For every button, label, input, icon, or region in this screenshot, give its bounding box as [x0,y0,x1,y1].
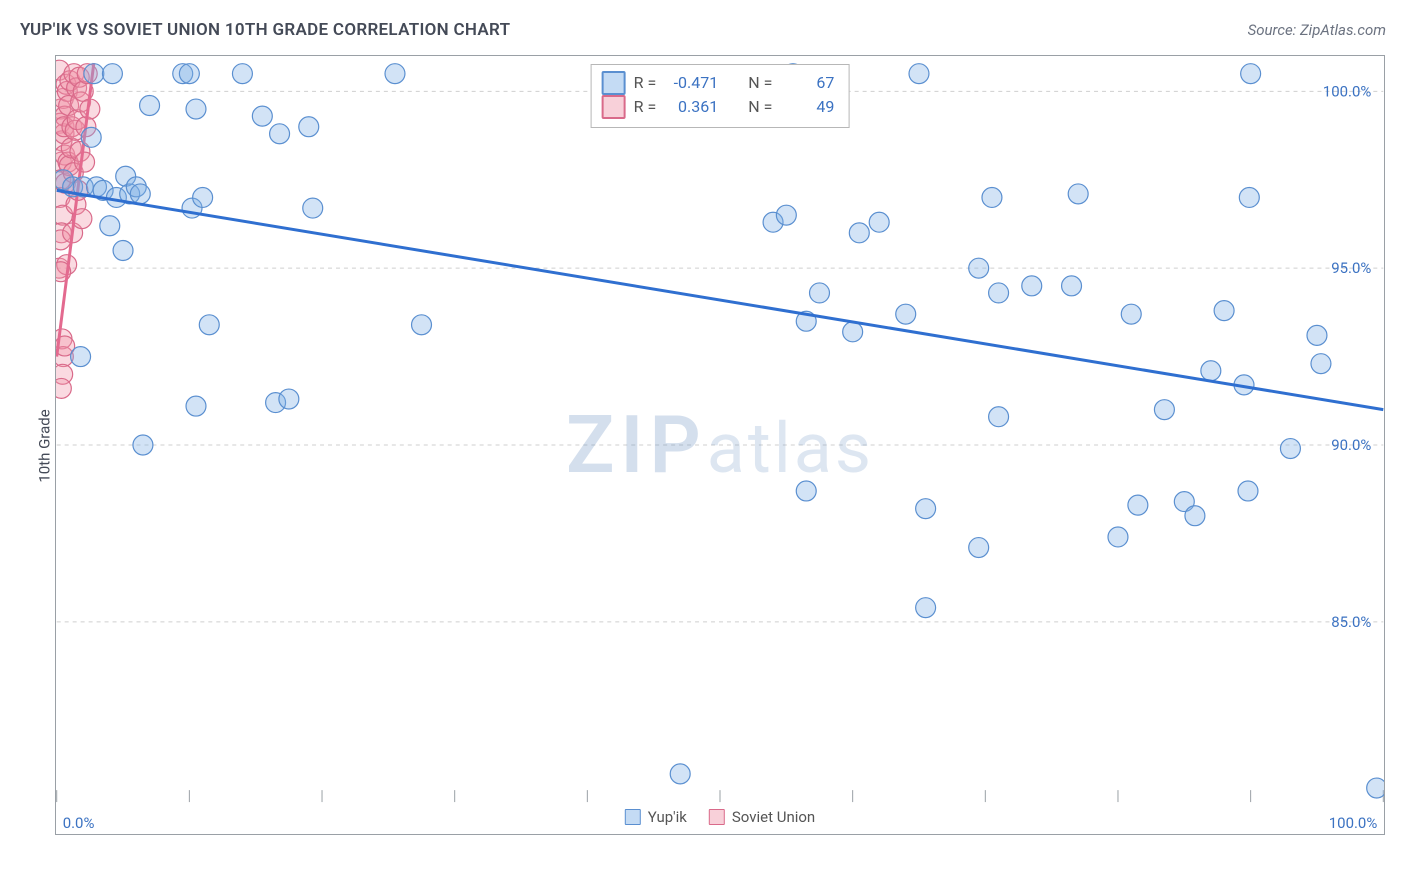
svg-text:95.0%: 95.0% [1331,259,1371,277]
svg-text:100.0%: 100.0% [1323,82,1372,100]
stats-row-blue: R = -0.471 N = 67 [602,71,835,95]
legend-item-pink: Soviet Union [709,808,815,826]
stats-row-pink: R = 0.361 N = 49 [602,95,835,119]
square-icon [602,95,626,119]
svg-text:0.0%: 0.0% [63,814,95,832]
bottom-legend: Yup'ik Soviet Union [625,808,815,826]
plot-area: 85.0%90.0%95.0%100.0%0.0%100.0% ZIPatlas… [55,55,1385,835]
svg-text:85.0%: 85.0% [1331,613,1371,631]
scatter-svg: 85.0% 90.0% 95.0% 100.0% 0.0% 100.0% [56,56,1384,834]
chart-header: YUP'IK VS SOVIET UNION 10TH GRADE CORREL… [20,20,1386,40]
y-axis-label: 10th Grade [36,409,54,482]
square-icon [625,809,641,825]
square-icon [709,809,725,825]
svg-text:90.0%: 90.0% [1331,436,1371,454]
chart-source: Source: ZipAtlas.com [1248,21,1386,39]
svg-text:100.0%: 100.0% [1329,814,1378,832]
square-icon [602,71,626,95]
stats-legend-box: R = -0.471 N = 67 R = 0.361 N = 49 [591,64,850,128]
chart-title: YUP'IK VS SOVIET UNION 10TH GRADE CORREL… [20,20,510,40]
legend-item-blue: Yup'ik [625,808,687,826]
